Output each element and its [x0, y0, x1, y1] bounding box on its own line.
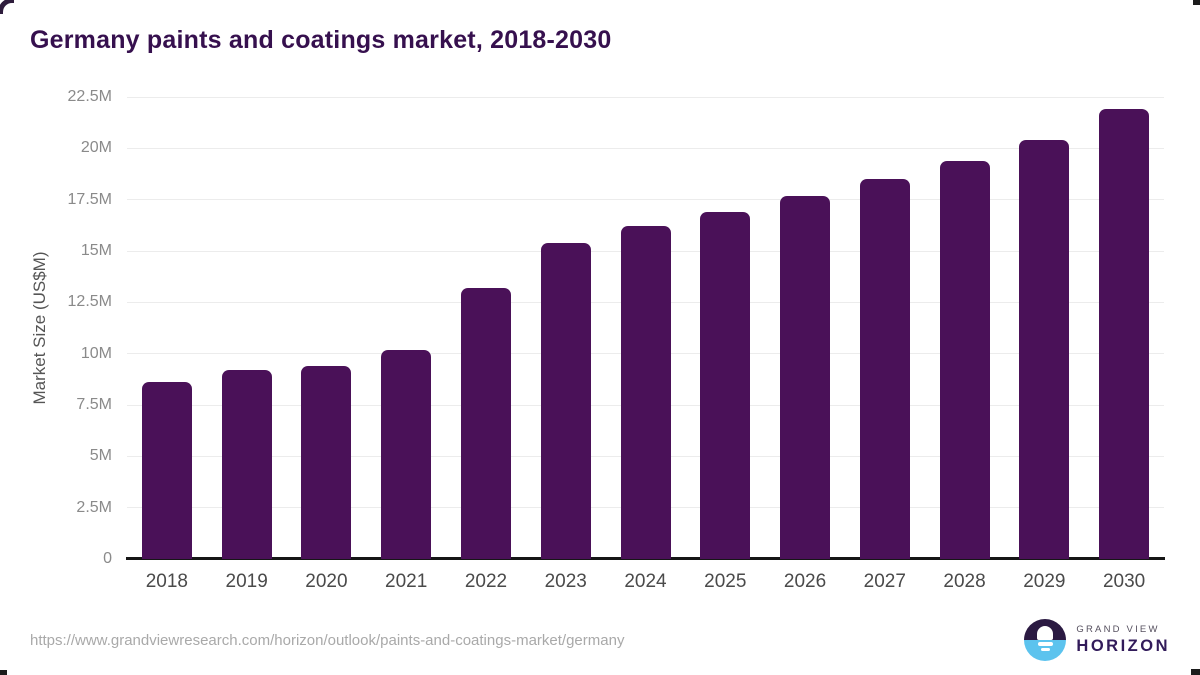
y-tick-label-20M: 20M	[80, 139, 112, 157]
bar-2024	[620, 226, 671, 559]
horizon-reflection-line-1	[1037, 642, 1053, 646]
x-tick-label-2023: 2023	[544, 571, 587, 592]
y-axis-title: Market Size (US$M)	[30, 251, 49, 405]
bar-2020	[301, 365, 352, 559]
x-tick-label-2022: 2022	[464, 571, 508, 592]
x-tick-label-2018: 2018	[145, 571, 189, 592]
bar-2021	[381, 349, 432, 559]
x-tick-label-2025: 2025	[704, 571, 747, 592]
bar-2023	[540, 242, 591, 559]
bar-2026	[780, 195, 831, 559]
y-tick-label-5M: 5M	[89, 447, 112, 465]
logo-text-grand-view: GRAND VIEW	[1076, 624, 1160, 635]
frame-corner-top-left-decoration	[0, 0, 14, 14]
x-tick-label-2021: 2021	[385, 571, 428, 592]
chart-footer: https://www.grandviewresearch.com/horizo…	[30, 616, 1170, 664]
x-tick-label-2026: 2026	[783, 571, 827, 592]
logo-text-horizon: HORIZON	[1076, 637, 1170, 655]
frame-corner-bottom-right-decoration	[1191, 669, 1200, 675]
y-tick-label-2.5M: 2.5M	[76, 498, 112, 516]
y-tick-label-15M: 15M	[80, 242, 112, 259]
frame-corner-bottom-left-decoration	[0, 670, 7, 675]
logo-wordmark: GRAND VIEW HORIZON	[1076, 624, 1170, 656]
bar-2022	[460, 287, 511, 559]
bar-2029	[1019, 140, 1070, 559]
frame-corner-top-right-decoration	[1193, 0, 1200, 5]
gridline-20M	[127, 147, 1164, 149]
bar-2027	[859, 179, 910, 559]
x-tick-label-2019: 2019	[225, 571, 268, 592]
x-tick-label-2024: 2024	[624, 571, 667, 592]
y-tick-label-10M: 10M	[80, 344, 112, 362]
y-tick-label-12.5M: 12.5M	[67, 293, 112, 311]
y-tick-label-0: 0	[103, 550, 112, 567]
bar-2028	[939, 160, 990, 559]
y-tick-label-17.5M: 17.5M	[67, 190, 112, 208]
bar-2025	[700, 211, 751, 559]
bar-2018	[141, 382, 192, 559]
chart-title: Germany paints and coatings market, 2018…	[30, 26, 612, 54]
source-url-text: https://www.grandviewresearch.com/horizo…	[30, 631, 625, 649]
gridline-17.5M	[127, 199, 1164, 201]
x-tick-label-2028: 2028	[943, 571, 986, 592]
horizon-sunset-icon	[1024, 619, 1067, 661]
bar-2019	[221, 370, 272, 559]
gridline-22.5M	[127, 96, 1164, 98]
horizon-reflection-line-2	[1040, 648, 1050, 651]
x-tick-label-2027: 2027	[863, 571, 906, 592]
y-tick-label-7.5M: 7.5M	[76, 396, 112, 413]
x-tick-label-2029: 2029	[1023, 571, 1066, 592]
horizon-sun-shape	[1037, 626, 1054, 640]
y-tick-label-22.5M: 22.5M	[67, 88, 112, 105]
bar-2030	[1099, 109, 1150, 559]
grand-view-horizon-logo: GRAND VIEW HORIZON	[1024, 619, 1170, 661]
x-tick-label-2030: 2030	[1102, 571, 1146, 592]
x-tick-label-2020: 2020	[305, 571, 348, 592]
